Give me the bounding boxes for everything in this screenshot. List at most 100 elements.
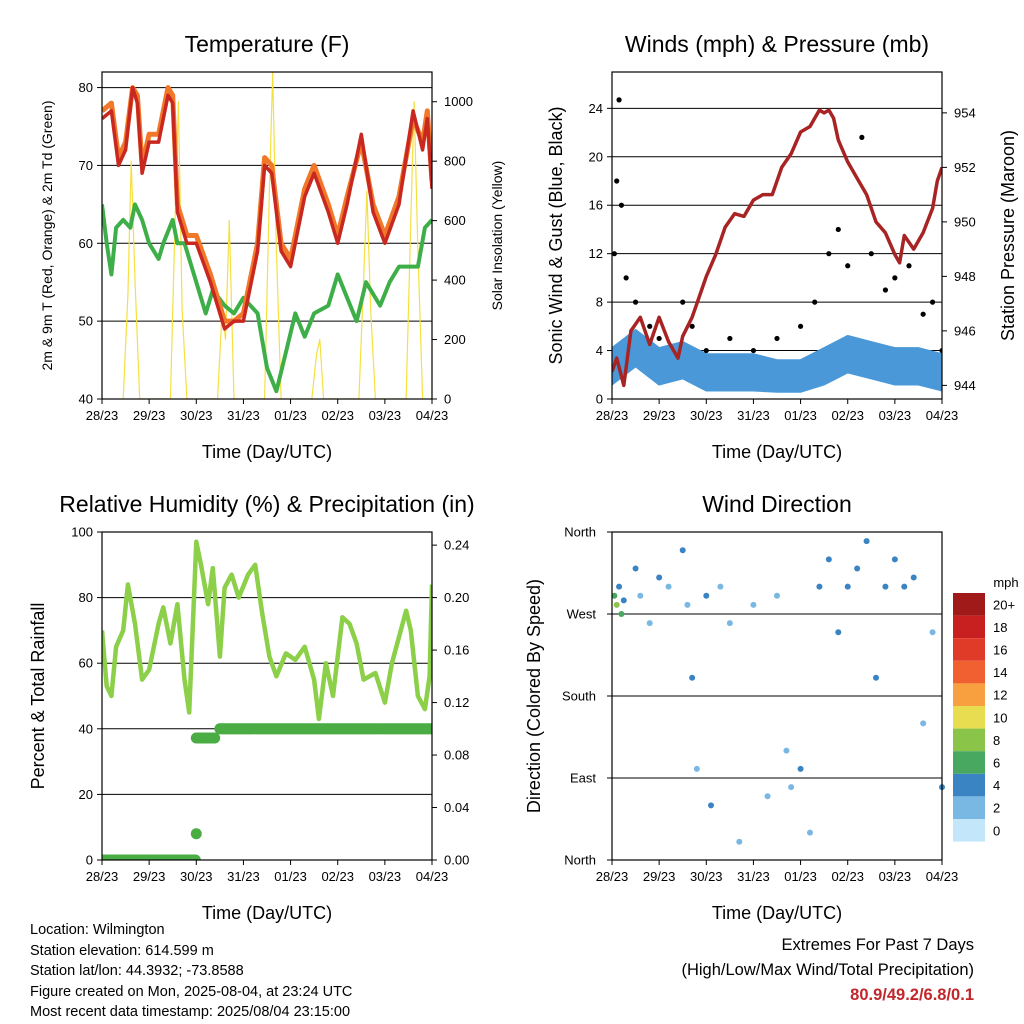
legend-label: 8 xyxy=(993,733,1000,748)
y-tick-label: East xyxy=(570,771,596,786)
x-tick-label: 03/23 xyxy=(879,869,912,884)
gust-point xyxy=(882,287,889,293)
legend-swatch xyxy=(953,593,985,616)
y-tick-label: 20 xyxy=(79,787,93,802)
gust-point xyxy=(632,299,639,305)
y-right-tick-label: 0.20 xyxy=(444,590,469,605)
direction-point xyxy=(816,583,823,590)
y-tick-label: 12 xyxy=(589,246,603,261)
y-tick-label: 100 xyxy=(71,525,93,540)
x-tick-label: 30/23 xyxy=(690,408,723,423)
gust-point xyxy=(656,335,662,342)
gust-point xyxy=(845,263,851,269)
direction-point xyxy=(774,592,780,599)
y-tick-label: 8 xyxy=(596,295,603,310)
direction-point xyxy=(618,611,625,617)
humidity-series xyxy=(102,539,432,860)
x-tick-label: 31/23 xyxy=(227,869,260,884)
x-tick-label: 03/23 xyxy=(879,408,912,423)
plot-frame xyxy=(611,71,943,400)
y-right-tick-label: 0 xyxy=(444,392,451,407)
x-tick-label: 03/23 xyxy=(369,408,402,423)
direction-point xyxy=(646,620,653,627)
rainfall-point xyxy=(426,723,432,735)
wind-direction-panel: North West South East North Direction (Colore… xyxy=(524,491,1019,923)
chart-title: Relative Humidity (%) & Precipitation (i… xyxy=(59,491,474,517)
extremes-title: Extremes For Past 7 Days xyxy=(781,936,974,954)
x-axis-label: Time (Day/UTC) xyxy=(202,903,332,923)
y-axis-label: 2m & 9m T (Red, Orange) & 2m Td (Green) xyxy=(39,101,55,371)
direction-point xyxy=(807,829,813,836)
solar-insolation-line xyxy=(122,72,424,399)
x-tick-label: 31/23 xyxy=(227,408,260,423)
x-tick-label: 29/23 xyxy=(643,408,676,423)
dewpoint-line xyxy=(102,202,432,394)
direction-point xyxy=(632,565,639,572)
y-axis-label: Percent & Total Rainfall xyxy=(28,603,48,790)
direction-point xyxy=(736,838,743,845)
direction-point xyxy=(882,583,889,590)
gust-point xyxy=(750,347,757,354)
direction-point xyxy=(726,620,733,627)
direction-point xyxy=(684,601,691,608)
gust-point xyxy=(868,251,874,257)
gust-point xyxy=(826,251,832,257)
direction-point xyxy=(750,601,757,608)
x-tick-label: 02/23 xyxy=(321,408,354,423)
plot-frame xyxy=(611,531,943,861)
extremes-subtitle: (High/Low/Max Wind/Total Precipitation) xyxy=(681,961,974,979)
pressure-line xyxy=(612,108,942,388)
figure-created: Figure created on Mon, 2025-08-04, at 23… xyxy=(30,983,353,1000)
extremes-values: 80.9/49.2/6.8/0.1 xyxy=(850,986,974,1004)
legend-swatch xyxy=(953,796,985,819)
direction-point xyxy=(616,583,623,590)
y-tick-label: 0 xyxy=(86,853,93,868)
y-tick-label: 60 xyxy=(79,656,93,671)
direction-point xyxy=(783,747,790,754)
gust-point xyxy=(812,299,818,305)
direction-point xyxy=(910,574,917,581)
station-latlon: Station lat/lon: 44.3932; -73.8588 xyxy=(30,963,244,980)
y-tick-label: 40 xyxy=(79,392,93,407)
station-elevation: Station elevation: 614.599 m xyxy=(30,942,214,959)
sonic-wind-band xyxy=(612,328,942,393)
legend-label: 6 xyxy=(993,756,1000,771)
y-right-tick-label: 0.08 xyxy=(444,748,469,763)
legend-label: 18 xyxy=(993,620,1007,635)
y-right-tick-label: 600 xyxy=(444,213,466,228)
winds-pressure-panel: 0 4 8 12 16 20 24 Sonic Wind & Gust (Blue, Blac… xyxy=(546,31,1018,462)
x-tick-label: 02/23 xyxy=(831,869,864,884)
y-tick-label: 60 xyxy=(79,236,93,251)
gust-point xyxy=(614,178,620,184)
legend-label: 16 xyxy=(993,643,1007,658)
gust-point xyxy=(835,226,841,233)
direction-point xyxy=(873,674,879,681)
x-axis-label: Time (Day/UTC) xyxy=(712,442,842,462)
direction-point xyxy=(825,556,832,563)
y-tick-label: 0 xyxy=(596,392,603,407)
direction-point xyxy=(693,765,700,772)
y-tick-label: 24 xyxy=(589,101,603,116)
humidity-line xyxy=(102,539,432,722)
y-tick-label: 70 xyxy=(79,158,93,173)
direction-point xyxy=(708,802,714,809)
y-right-tick-label: 0.16 xyxy=(444,643,469,658)
direction-point xyxy=(611,592,618,599)
y-right-tick-label: 0.00 xyxy=(444,853,469,868)
chart-title: Wind Direction xyxy=(702,491,852,517)
gust-point xyxy=(929,299,936,305)
temp-9m-line xyxy=(102,85,432,331)
gust-point xyxy=(689,323,695,329)
x-tick-label: 04/23 xyxy=(926,869,959,884)
direction-point xyxy=(764,793,771,800)
legend-swatch xyxy=(953,773,985,797)
direction-point xyxy=(854,565,861,572)
x-tick-label: 02/23 xyxy=(321,869,354,884)
y-right-tick-label: 400 xyxy=(444,273,466,288)
x-tick-label: 29/23 xyxy=(133,869,166,884)
gust-point xyxy=(616,97,622,103)
y-tick-label: 4 xyxy=(596,343,603,358)
y-tick-label: 50 xyxy=(79,314,93,329)
y-right-tick-label: 0.24 xyxy=(444,538,469,553)
y-right-tick-label: 800 xyxy=(444,154,466,169)
